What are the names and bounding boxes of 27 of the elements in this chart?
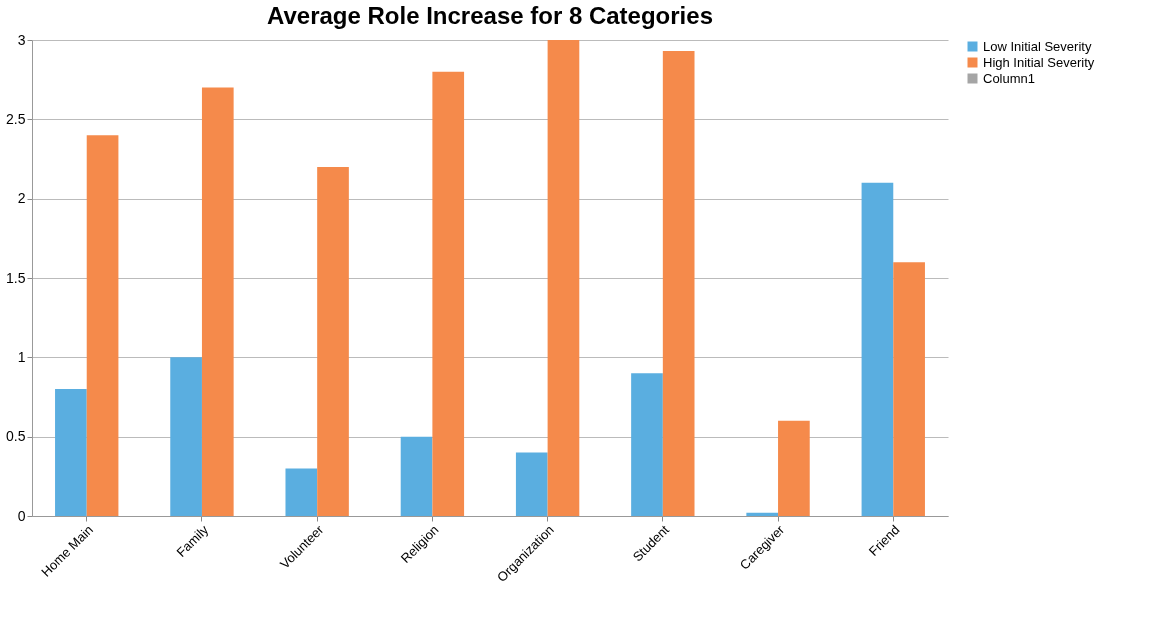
bar xyxy=(861,182,894,516)
y-tick-label: 3 xyxy=(17,31,26,48)
y-tick-label: 0.5 xyxy=(6,428,26,445)
legend-label: High Initial Severity xyxy=(983,54,1095,70)
chart-title: Average Role Increase for 8 Categories xyxy=(267,2,713,29)
y-tick-label: 2 xyxy=(17,190,26,207)
bar xyxy=(746,512,779,516)
legend-label: Low Initial Severity xyxy=(983,38,1092,54)
bar xyxy=(170,357,202,516)
bar xyxy=(662,51,695,516)
legend-label: Column1 xyxy=(983,70,1036,86)
bar xyxy=(432,71,465,516)
bar xyxy=(631,373,663,516)
bar xyxy=(515,452,548,516)
y-tick-label: 1.5 xyxy=(6,269,26,286)
bar xyxy=(400,436,433,516)
y-tick-label: 1 xyxy=(17,348,26,365)
bar xyxy=(55,389,87,516)
y-tick-label: 0 xyxy=(17,507,26,524)
bar xyxy=(317,166,349,516)
y-tick-label: 2.5 xyxy=(6,110,26,127)
bar xyxy=(86,135,119,516)
bar xyxy=(201,87,234,516)
bar xyxy=(285,468,318,516)
bar xyxy=(547,40,580,516)
bar xyxy=(893,262,925,516)
bar xyxy=(778,420,810,516)
